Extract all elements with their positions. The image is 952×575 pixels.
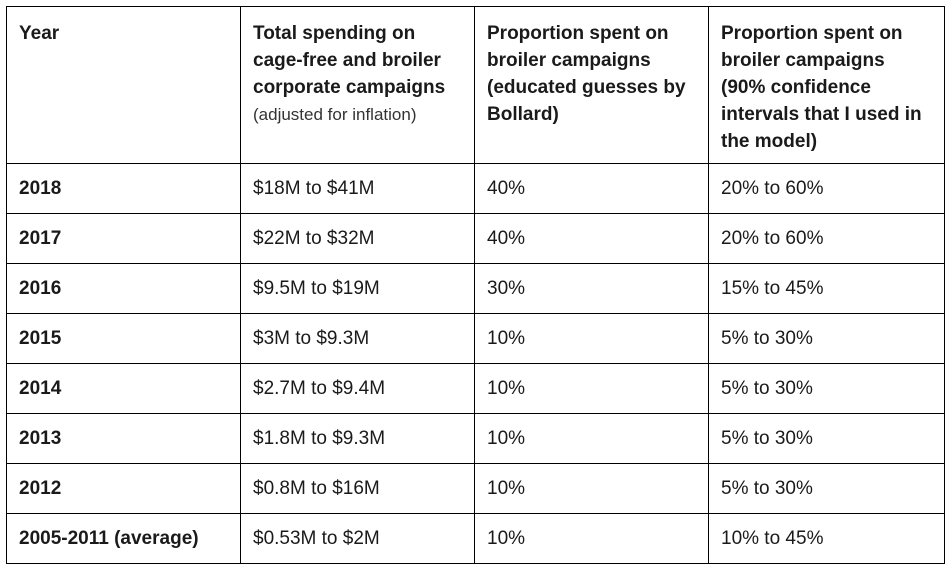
interval-cell: 5% to 30% — [708, 463, 945, 514]
interval-cell: 5% to 30% — [708, 363, 945, 414]
header-total-spending-note: (adjusted for inflation) — [253, 105, 417, 124]
header-total-spending-label: Total spending on cage-free and broiler … — [253, 23, 446, 98]
year-cell: 2015 — [6, 313, 241, 364]
proportion-cell: 40% — [474, 163, 709, 214]
table-row: 2013 $1.8M to $9.3M 10% 5% to 30% — [6, 413, 945, 464]
year-cell: 2018 — [6, 163, 241, 214]
year-cell: 2017 — [6, 213, 241, 264]
table-row: 2018 $18M to $41M 40% 20% to 60% — [6, 163, 945, 214]
table-header: Year Total spending on cage-free and bro… — [6, 6, 945, 164]
proportion-cell: 10% — [474, 363, 709, 414]
table-row: 2015 $3M to $9.3M 10% 5% to 30% — [6, 313, 945, 364]
year-cell: 2013 — [6, 413, 241, 464]
proportion-cell: 40% — [474, 213, 709, 264]
spending-cell: $18M to $41M — [240, 163, 475, 214]
table-body: 2018 $18M to $41M 40% 20% to 60% 2017 $2… — [6, 163, 945, 564]
header-row: Year Total spending on cage-free and bro… — [6, 6, 945, 164]
table-row: 2012 $0.8M to $16M 10% 5% to 30% — [6, 463, 945, 514]
interval-cell: 15% to 45% — [708, 263, 945, 314]
header-proportion-guess: Proportion spent on broiler campaigns (e… — [474, 6, 709, 164]
spending-cell: $0.8M to $16M — [240, 463, 475, 514]
header-year: Year — [6, 6, 241, 164]
year-cell: 2005-2011 (average) — [6, 513, 241, 564]
interval-cell: 20% to 60% — [708, 163, 945, 214]
spending-cell: $1.8M to $9.3M — [240, 413, 475, 464]
header-proportion-guess-label: Proportion spent on broiler campaigns (e… — [487, 23, 686, 125]
interval-cell: 20% to 60% — [708, 213, 945, 264]
spending-cell: $0.53M to $2M — [240, 513, 475, 564]
year-cell: 2014 — [6, 363, 241, 414]
header-year-label: Year — [19, 23, 60, 44]
proportion-cell: 10% — [474, 513, 709, 564]
proportion-cell: 30% — [474, 263, 709, 314]
interval-cell: 10% to 45% — [708, 513, 945, 564]
spending-cell: $2.7M to $9.4M — [240, 363, 475, 414]
table-row: 2005-2011 (average) $0.53M to $2M 10% 10… — [6, 513, 945, 564]
interval-cell: 5% to 30% — [708, 313, 945, 364]
table-row: 2014 $2.7M to $9.4M 10% 5% to 30% — [6, 363, 945, 414]
header-total-spending: Total spending on cage-free and broiler … — [240, 6, 475, 164]
header-proportion-ci-label: Proportion spent on broiler campaigns (9… — [721, 23, 922, 152]
proportion-cell: 10% — [474, 313, 709, 364]
table-row: 2016 $9.5M to $19M 30% 15% to 45% — [6, 263, 945, 314]
spending-cell: $9.5M to $19M — [240, 263, 475, 314]
spending-cell: $22M to $32M — [240, 213, 475, 264]
proportion-cell: 10% — [474, 463, 709, 514]
year-cell: 2012 — [6, 463, 241, 514]
campaign-spending-table: Year Total spending on cage-free and bro… — [6, 6, 945, 564]
proportion-cell: 10% — [474, 413, 709, 464]
header-proportion-ci: Proportion spent on broiler campaigns (9… — [708, 6, 945, 164]
interval-cell: 5% to 30% — [708, 413, 945, 464]
spending-cell: $3M to $9.3M — [240, 313, 475, 364]
table-row: 2017 $22M to $32M 40% 20% to 60% — [6, 213, 945, 264]
year-cell: 2016 — [6, 263, 241, 314]
